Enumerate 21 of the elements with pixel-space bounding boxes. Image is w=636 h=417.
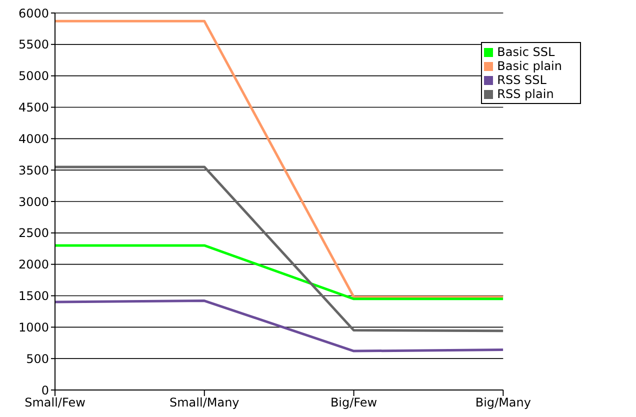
legend-label: RSS SSL — [497, 73, 546, 87]
y-tick-label: 5000 — [18, 69, 49, 84]
y-tick-label: 500 — [26, 352, 49, 366]
y-tick-label: 1500 — [18, 289, 49, 304]
x-tick-label: Big/Few — [330, 396, 378, 410]
y-tick-label: 3500 — [18, 163, 49, 178]
legend-label: Basic plain — [497, 59, 562, 73]
y-tick-label: 2000 — [18, 258, 49, 272]
legend-label: Basic SSL — [497, 45, 555, 59]
y-tick-label: 2500 — [18, 226, 49, 240]
y-tick-label: 5500 — [18, 38, 49, 52]
y-tick-label: 4000 — [18, 132, 49, 146]
x-tick-label: Small/Many — [169, 396, 240, 410]
x-tick-label: Big/Many — [475, 396, 531, 410]
y-tick-label: 0 — [41, 383, 49, 398]
y-tick-label: 4500 — [18, 100, 49, 115]
legend-label: RSS plain — [497, 87, 554, 101]
x-tick-label: Small/Few — [24, 396, 86, 410]
y-tick-label: 6000 — [18, 6, 49, 20]
y-tick-label: 3000 — [18, 194, 49, 209]
y-tick-label: 1000 — [18, 320, 49, 334]
